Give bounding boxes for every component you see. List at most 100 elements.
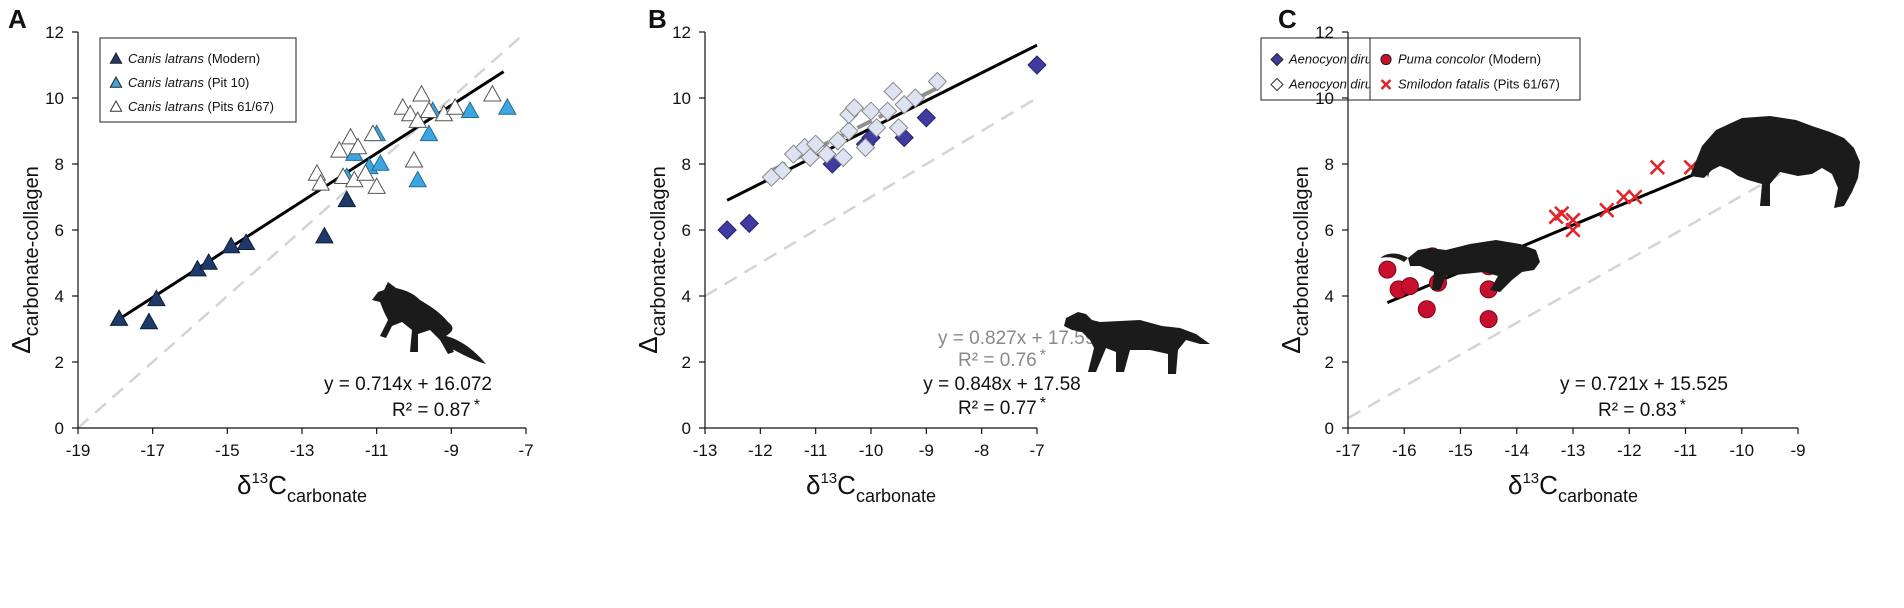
x-tick-label: -11 — [1674, 441, 1697, 460]
x-tick-label: -8 — [974, 441, 989, 460]
legend-marker — [1270, 77, 1284, 92]
equation-label: y = 0.714x + 16.072 — [324, 374, 492, 395]
data-point — [883, 81, 903, 102]
data-point — [839, 121, 859, 141]
data-point — [1479, 310, 1498, 329]
data-point — [1554, 205, 1570, 222]
x-tick-label: -13 — [693, 441, 718, 460]
y-tick-label: 8 — [682, 155, 691, 174]
y-tick-label: 4 — [682, 287, 691, 306]
data-point — [828, 131, 848, 151]
panel-b: B -13 -12 -11 -10 -9 -8 -7 0 2 4 6 8 10 12 δ13Ccarbona… — [633, 4, 1486, 506]
data-point — [482, 84, 502, 102]
x-axis-label: δ13Ccarbonate — [806, 470, 936, 506]
data-point — [146, 289, 166, 307]
x-tick-label: -13 — [1561, 441, 1586, 460]
data-point — [333, 167, 353, 184]
y-tick-label: 10 — [1315, 89, 1334, 108]
y-tick-label: 0 — [682, 419, 691, 438]
legend-marker — [109, 51, 123, 64]
data-point — [1649, 159, 1666, 175]
legend-box — [1369, 37, 1581, 101]
panel-b-label: B — [648, 4, 667, 34]
data-point — [916, 108, 937, 128]
x-tick-label: -16 — [1392, 441, 1417, 460]
series-2 — [761, 71, 948, 187]
data-point — [1400, 277, 1419, 296]
legend-box — [99, 37, 297, 123]
y-tick-label: 2 — [682, 353, 691, 372]
panel-c: C -17 -16 -15 -14 -13 -12 -11 -10 -9 0 2 4 6 8 10 12 δ13… — [1276, 4, 1860, 506]
x-axis-label: δ13Ccarbonate — [1508, 470, 1638, 506]
one-to-one-line — [1347, 162, 1799, 420]
equation-label: R² = 0.76 * — [958, 347, 1046, 371]
series-3 — [307, 84, 502, 194]
x-tick-label: -9 — [1790, 441, 1805, 460]
data-point — [866, 117, 887, 138]
data-point — [861, 101, 881, 121]
x-tick-label: -17 — [1336, 441, 1361, 460]
data-point — [905, 88, 925, 108]
data-point — [408, 170, 428, 188]
panel-a-plot: -19 -17 -15 -13 -11 -9 -7 0 2 4 6 8 10 12 δ13Ccarbonat… — [6, 23, 534, 506]
x-tick-label: -11 — [365, 441, 388, 460]
data-point — [236, 233, 256, 250]
legend-marker — [1380, 53, 1392, 66]
x-tick-label: -12 — [748, 441, 773, 460]
data-point — [341, 127, 360, 145]
panel-a-label: A — [8, 4, 27, 34]
coyote-silhouette — [372, 282, 486, 364]
data-point — [1565, 222, 1581, 238]
x-tick-label: -15 — [1448, 441, 1473, 460]
legend-label: Canis latrans (Modern) — [128, 51, 260, 66]
data-point — [337, 190, 357, 208]
y-axis-label: Δcarbonate-collagen — [6, 166, 43, 354]
x-tick-label: -10 — [1729, 441, 1754, 460]
data-point — [800, 147, 820, 168]
x-tick-label: -10 — [859, 441, 884, 460]
equation-label: y = 0.827x + 17.599 — [938, 328, 1106, 349]
data-point — [1027, 55, 1047, 75]
y-tick-label: 12 — [45, 23, 64, 42]
legend-label: Canis latrans (Pit 10) — [128, 75, 249, 90]
data-point — [1615, 189, 1632, 205]
data-point — [348, 137, 368, 155]
legend-marker — [1380, 79, 1392, 90]
x-tick-label: -19 — [66, 441, 91, 460]
x-tick-label: -13 — [290, 441, 315, 460]
panel-b-plot: -13 -12 -11 -10 -9 -8 -7 0 2 4 6 8 10 12 δ13Ccarbonate… — [633, 23, 1486, 506]
data-point — [109, 309, 129, 326]
data-point — [844, 98, 865, 118]
data-point — [888, 117, 909, 138]
dire-wolf-silhouette — [1064, 312, 1210, 374]
x-axis-label: δ13Ccarbonate — [237, 470, 367, 506]
y-tick-label: 4 — [55, 287, 64, 306]
data-point — [497, 97, 517, 115]
data-point — [221, 236, 241, 254]
legend-marker — [109, 99, 123, 112]
legend: Puma concolor (Modern) Smilodon fatalis (… — [1369, 37, 1581, 101]
equation-label: y = 0.848x + 17.58 — [923, 374, 1080, 395]
equation-label: R² = 0.87 * — [392, 397, 480, 421]
series-1 — [109, 190, 357, 330]
equation-label: R² = 0.83 * — [1598, 397, 1686, 421]
x-tick-label: -9 — [919, 441, 934, 460]
y-tick-label: 6 — [55, 221, 64, 240]
data-point — [419, 124, 439, 142]
puma-silhouette — [1380, 240, 1540, 292]
one-to-one-line — [704, 96, 1038, 298]
y-tick-label: 10 — [45, 89, 64, 108]
data-point — [412, 84, 431, 102]
data-point — [199, 252, 219, 270]
smilodon-silhouette — [1690, 116, 1860, 208]
data-point — [739, 213, 759, 234]
legend-label: Smilodon fatalis (Pits 61/67) — [1398, 77, 1560, 92]
data-point — [855, 137, 876, 158]
legend-label: Canis latrans (Pits 61/67) — [128, 99, 274, 114]
y-tick-label: 12 — [672, 23, 691, 42]
y-tick-label: 0 — [55, 419, 64, 438]
y-tick-label: 6 — [682, 221, 691, 240]
data-point — [1599, 202, 1615, 218]
y-axis-label: Δcarbonate-collagen — [1276, 166, 1313, 354]
